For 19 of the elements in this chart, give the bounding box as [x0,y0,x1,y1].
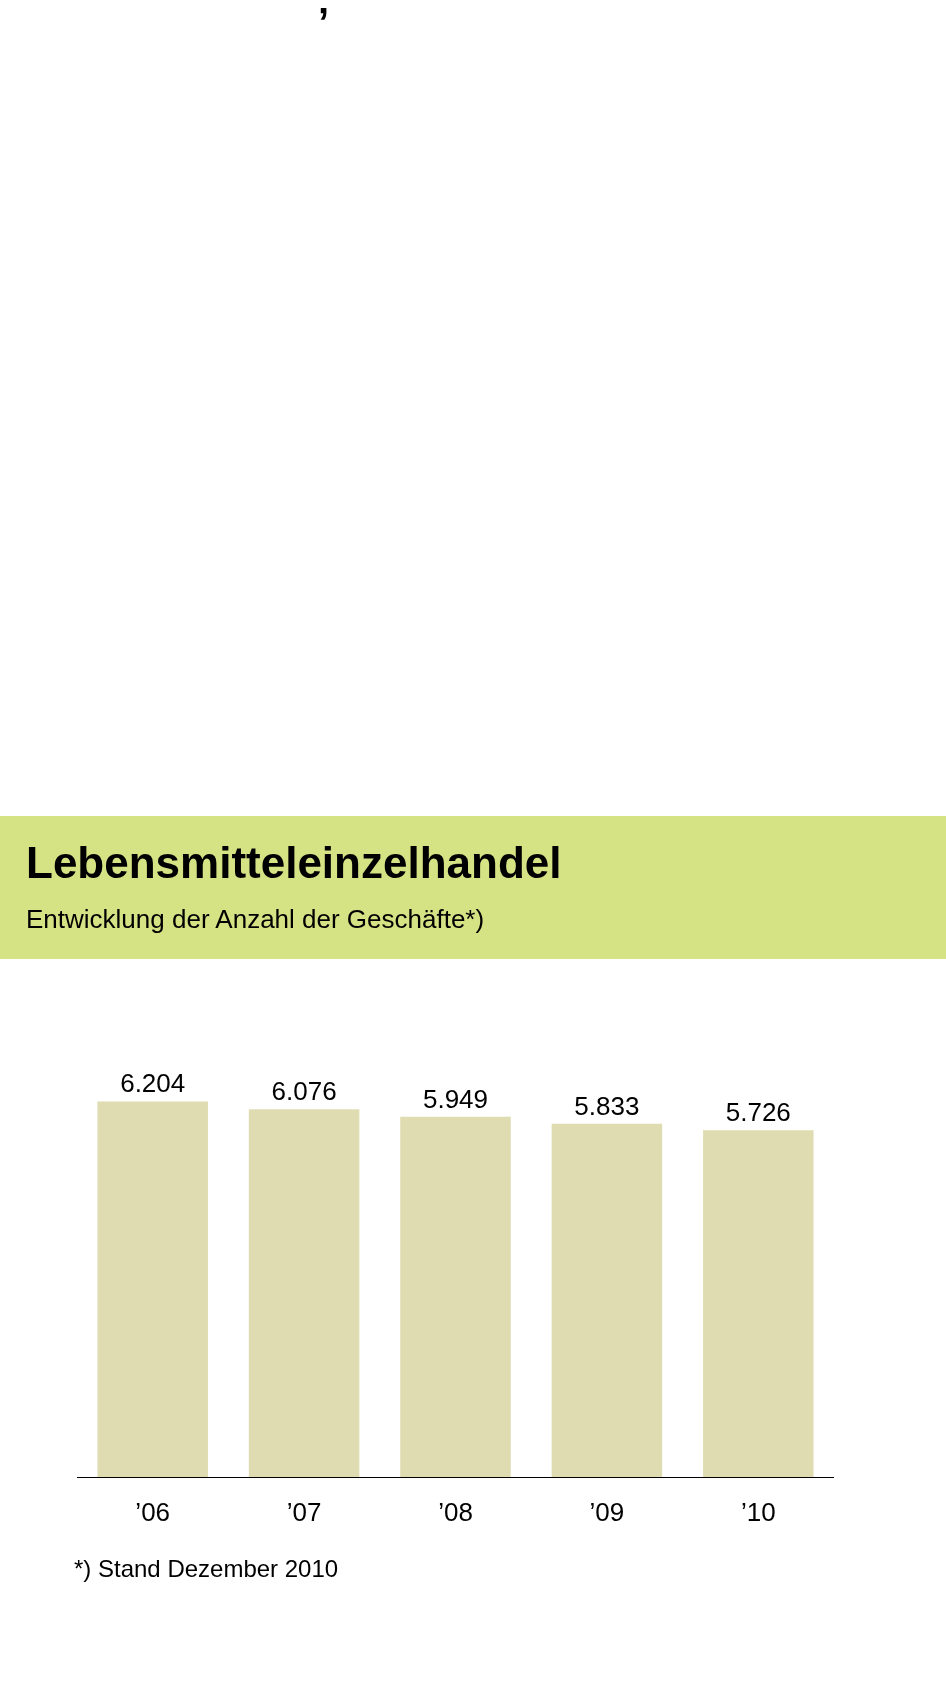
bar [551,1123,663,1477]
bar [248,1109,360,1477]
text: *) Stand Dezember 2010 [74,1555,339,1583]
data-label: 5.949 [422,1083,489,1114]
x-tick-label: ’10 [740,1497,776,1528]
chart-subtitle: Entwicklung der Anzahl der Geschäfte*) [26,904,485,935]
data-label: 6.204 [120,1068,186,1099]
chart-title: Lebensmitteleinzelhandel [26,838,562,888]
text: ’ [318,0,330,45]
x-tick-label: ’08 [438,1497,473,1528]
x-tick-label: ’06 [135,1497,171,1528]
bar [703,1130,814,1477]
data-label: 6.076 [271,1076,337,1107]
x-tick-label: ’07 [286,1497,322,1528]
bar [97,1101,208,1477]
data-label: 5.726 [725,1097,791,1128]
x-tick-label: ’09 [589,1497,625,1528]
bar [400,1116,511,1477]
data-label: 5.833 [574,1090,640,1121]
